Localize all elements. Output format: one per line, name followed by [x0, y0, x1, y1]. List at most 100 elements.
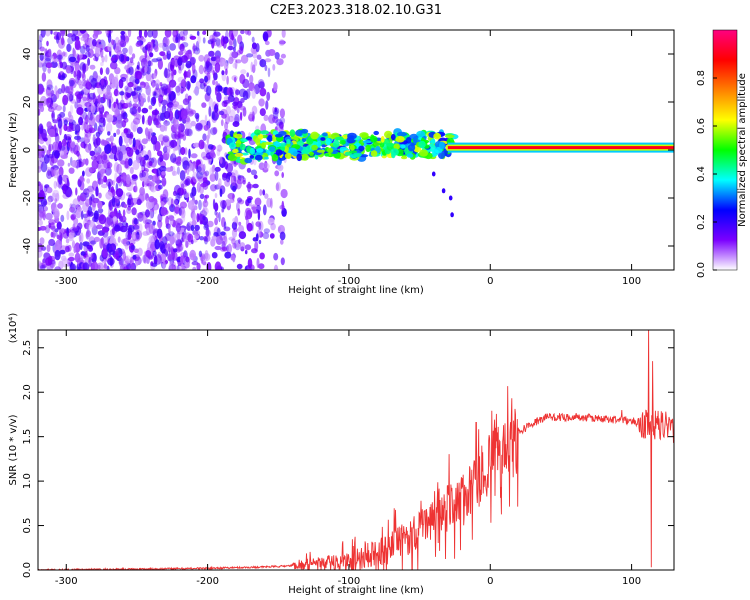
noise-speck	[142, 231, 149, 236]
noise-speck	[78, 116, 84, 126]
noise-speck	[226, 75, 229, 85]
noise-speck	[249, 111, 253, 119]
noise-speck	[77, 54, 80, 64]
noise-speck	[224, 251, 232, 259]
noise-speck	[61, 83, 66, 94]
noise-speck	[38, 166, 42, 173]
colorbar-label: Normalized spectral amplitude	[737, 73, 748, 227]
noise-speck	[254, 197, 262, 207]
noise-speck	[47, 67, 51, 74]
snr-x-tick-label: -300	[55, 576, 78, 587]
noise-speck	[90, 240, 97, 245]
noise-speck	[66, 43, 71, 52]
noise-speck	[244, 244, 252, 251]
noise-speck	[128, 45, 133, 55]
noise-speck	[214, 166, 221, 172]
noise-speck	[45, 89, 53, 98]
noise-speck	[69, 263, 77, 270]
noise-speck	[188, 148, 191, 159]
noise-speck	[116, 119, 123, 128]
noise-speck	[200, 254, 204, 264]
noise-speck	[196, 262, 201, 270]
noise-speck	[163, 111, 171, 119]
noise-speck	[134, 139, 140, 147]
noise-speck	[232, 193, 235, 201]
band-blob	[339, 139, 346, 145]
noise-speck	[202, 133, 207, 141]
noise-speck	[152, 72, 157, 79]
noise-speck	[221, 58, 225, 64]
noise-speck	[191, 239, 194, 245]
noise-speck	[140, 97, 144, 107]
noise-speck	[98, 177, 101, 186]
band-blob	[249, 155, 255, 159]
band-blob	[359, 132, 369, 138]
noise-speck	[136, 126, 143, 134]
noise-speck	[156, 228, 163, 239]
noise-speck	[237, 174, 241, 179]
snr-panel: -300 -200 -100 0 100 0.0 0.5 1.0 1.5 2.0 2.5 Heigh…	[8, 313, 675, 596]
noise-speck	[106, 114, 114, 123]
snr-y-tick-label: 0.0	[22, 562, 33, 578]
noise-speck	[169, 214, 174, 226]
noise-speck	[52, 141, 60, 152]
noise-speck	[177, 104, 184, 110]
spectrogram-x-tick-label: -300	[55, 276, 78, 287]
noise-speck	[75, 142, 79, 151]
noise-speck	[123, 128, 129, 134]
noise-speck	[157, 213, 163, 223]
noise-speck	[222, 59, 228, 67]
trail-point	[441, 188, 446, 194]
noise-speck	[51, 192, 57, 201]
noise-speck	[206, 220, 214, 228]
noise-speck	[82, 213, 89, 219]
noise-speck	[95, 186, 99, 197]
noise-speck	[112, 223, 121, 230]
band-blob	[273, 141, 282, 148]
noise-speck	[162, 135, 170, 143]
noise-speck	[208, 50, 215, 57]
noise-speck	[167, 61, 173, 72]
noise-speck	[171, 103, 178, 110]
noise-speck	[85, 45, 90, 52]
noise-speck	[224, 113, 230, 125]
noise-speck	[65, 66, 72, 74]
noise-speck	[126, 147, 130, 154]
noise-speck	[54, 249, 61, 261]
noise-speck	[61, 257, 69, 268]
noise-speck	[80, 251, 86, 256]
snr-y-label: SNR (10 * v/v)	[8, 414, 19, 485]
noise-speck	[97, 44, 104, 49]
band-blob	[431, 149, 439, 154]
noise-speck	[98, 192, 102, 199]
noise-speck	[173, 119, 179, 128]
noise-speck	[65, 136, 72, 141]
noise-speck	[57, 38, 66, 49]
noise-speck	[114, 108, 120, 117]
carrier-line	[447, 146, 674, 150]
noise-speck	[82, 241, 90, 247]
noise-speck	[148, 223, 154, 234]
noise-speck	[164, 121, 168, 132]
noise-speck	[253, 58, 258, 67]
noise-speck	[38, 132, 41, 140]
noise-speck	[204, 114, 208, 126]
noise-speck	[152, 96, 157, 105]
noise-speck	[202, 180, 209, 190]
noise-speck	[193, 89, 199, 94]
noise-speck	[38, 59, 41, 66]
noise-speck	[273, 108, 279, 120]
noise-speck	[193, 47, 201, 55]
noise-speck	[160, 206, 167, 217]
noise-speck	[166, 45, 170, 55]
noise-speck	[122, 47, 128, 54]
noise-speck	[213, 108, 221, 118]
band-blob	[286, 138, 291, 145]
band-blob	[349, 150, 358, 154]
noise-speck	[198, 250, 203, 258]
noise-speck	[189, 35, 197, 40]
noise-speck	[173, 265, 181, 270]
noise-speck	[264, 193, 269, 199]
noise-speck	[111, 196, 116, 207]
